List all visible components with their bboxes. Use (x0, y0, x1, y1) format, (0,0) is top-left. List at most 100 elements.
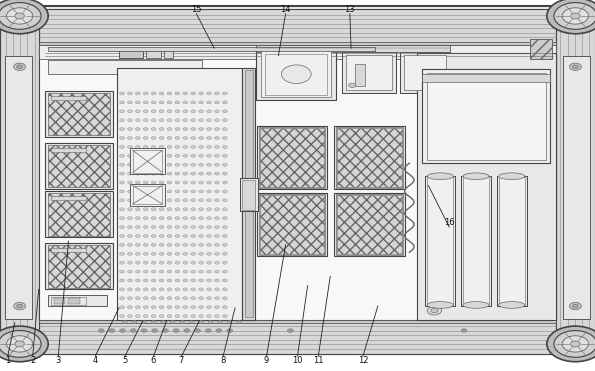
Circle shape (136, 217, 140, 220)
Circle shape (143, 154, 148, 157)
Circle shape (199, 92, 203, 95)
Circle shape (206, 270, 211, 273)
Bar (0, 6, 39, 354)
Bar (51, 196, 86, 200)
Circle shape (143, 92, 148, 95)
Circle shape (206, 190, 211, 193)
Text: 4: 4 (93, 356, 98, 365)
Circle shape (120, 306, 124, 309)
Circle shape (223, 145, 227, 148)
Bar (265, 54, 327, 95)
Bar (334, 126, 405, 189)
Circle shape (7, 336, 33, 352)
Circle shape (191, 110, 196, 113)
Circle shape (349, 83, 356, 88)
Circle shape (132, 321, 137, 324)
Circle shape (120, 163, 124, 166)
Circle shape (571, 13, 580, 19)
Text: 9: 9 (264, 356, 269, 365)
Circle shape (136, 181, 140, 184)
Circle shape (136, 234, 140, 237)
Circle shape (175, 137, 180, 139)
Circle shape (167, 297, 172, 300)
Circle shape (206, 154, 211, 157)
Circle shape (199, 243, 203, 246)
Circle shape (183, 234, 187, 237)
Circle shape (136, 208, 140, 211)
Circle shape (127, 226, 132, 229)
Circle shape (215, 279, 220, 282)
Circle shape (159, 306, 164, 309)
Circle shape (183, 101, 187, 104)
Circle shape (215, 154, 220, 157)
Circle shape (215, 243, 220, 246)
Circle shape (159, 217, 164, 220)
Circle shape (427, 306, 441, 315)
Circle shape (191, 279, 196, 282)
Circle shape (127, 279, 132, 282)
Text: 1: 1 (5, 356, 10, 365)
Bar (48, 47, 375, 51)
Circle shape (17, 65, 23, 69)
Circle shape (127, 306, 132, 309)
Bar (45, 243, 113, 289)
Bar (260, 195, 324, 254)
Bar (48, 60, 202, 74)
Circle shape (127, 252, 132, 255)
Bar (45, 143, 113, 189)
Circle shape (206, 306, 211, 309)
Circle shape (136, 261, 140, 264)
Circle shape (143, 163, 148, 166)
Circle shape (127, 315, 132, 318)
Circle shape (184, 329, 190, 332)
Circle shape (142, 321, 146, 324)
Circle shape (183, 128, 187, 131)
Circle shape (206, 261, 211, 264)
Circle shape (199, 270, 203, 273)
Circle shape (120, 181, 124, 184)
Circle shape (143, 119, 148, 122)
Circle shape (143, 199, 148, 202)
Circle shape (183, 306, 187, 309)
Circle shape (183, 181, 187, 184)
Circle shape (223, 208, 227, 211)
Bar (336, 194, 403, 255)
Circle shape (199, 119, 203, 122)
Circle shape (287, 329, 293, 332)
Circle shape (120, 110, 124, 113)
Text: 12: 12 (358, 356, 368, 365)
Bar (422, 74, 550, 82)
Circle shape (206, 234, 211, 237)
Circle shape (223, 252, 227, 255)
Circle shape (199, 199, 203, 202)
Bar (48, 193, 110, 236)
Circle shape (206, 92, 211, 95)
Text: 11: 11 (313, 356, 324, 365)
Circle shape (223, 128, 227, 131)
Circle shape (143, 181, 148, 184)
Text: 3: 3 (55, 356, 61, 365)
Circle shape (189, 321, 194, 324)
Circle shape (183, 252, 187, 255)
Circle shape (223, 234, 227, 237)
Circle shape (206, 252, 211, 255)
Circle shape (159, 137, 164, 139)
Circle shape (199, 297, 203, 300)
Circle shape (183, 261, 187, 264)
Circle shape (199, 128, 203, 131)
Circle shape (175, 163, 180, 166)
Ellipse shape (463, 173, 489, 180)
Circle shape (554, 3, 595, 29)
Circle shape (127, 110, 132, 113)
Circle shape (151, 163, 156, 166)
Circle shape (191, 119, 196, 122)
Circle shape (206, 199, 211, 202)
Circle shape (120, 279, 124, 282)
Circle shape (136, 297, 140, 300)
Circle shape (175, 199, 180, 202)
Circle shape (175, 297, 180, 300)
Bar (48, 245, 110, 288)
Ellipse shape (499, 173, 525, 180)
Bar (242, 68, 255, 320)
Circle shape (143, 217, 148, 220)
